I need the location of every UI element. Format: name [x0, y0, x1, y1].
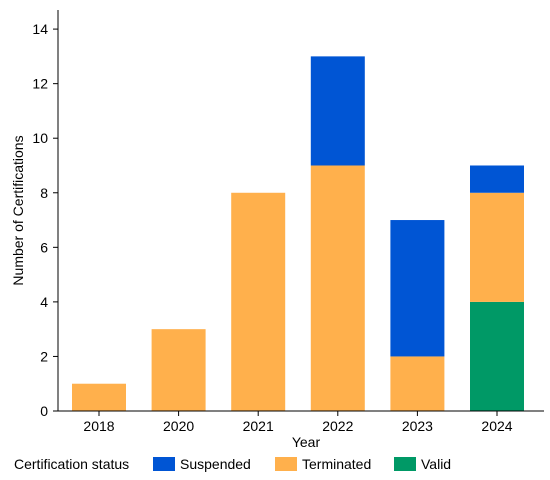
- bar-terminated-2022: [310, 165, 365, 411]
- bar-suspended-2023: [390, 220, 445, 357]
- legend-label-suspended: Suspended: [180, 456, 251, 472]
- bar-terminated-2023: [390, 356, 445, 411]
- legend-swatch-suspended: [153, 457, 175, 471]
- x-tick-label-2020: 2020: [163, 418, 194, 434]
- y-tick-label-4: 4: [40, 294, 48, 310]
- legend-swatch-valid: [394, 457, 416, 471]
- bar-terminated-2024: [470, 192, 524, 302]
- x-tick-label-2023: 2023: [402, 418, 433, 434]
- axes-layer: [57, 10, 544, 412]
- legend-label-valid: Valid: [421, 456, 451, 472]
- legend-swatch-terminated: [275, 457, 297, 471]
- legend: Certification status Suspended Terminated…: [14, 456, 451, 472]
- x-tick-label-2018: 2018: [83, 418, 114, 434]
- legend-label-terminated: Terminated: [302, 456, 371, 472]
- x-tick-label-2021: 2021: [243, 418, 274, 434]
- bars-layer: [72, 56, 524, 411]
- y-tick-label-10: 10: [32, 130, 48, 146]
- x-tick-label-2022: 2022: [322, 418, 353, 434]
- x-tick-label-2024: 2024: [481, 418, 512, 434]
- y-tick-label-6: 6: [40, 239, 48, 255]
- x-axis-title: Year: [292, 434, 321, 450]
- y-tick-label-12: 12: [32, 76, 48, 92]
- bar-terminated-2020: [151, 329, 206, 411]
- y-tick-label-14: 14: [32, 21, 48, 37]
- y-tick-label-0: 0: [40, 403, 48, 419]
- y-tick-label-8: 8: [40, 185, 48, 201]
- bar-terminated-2018: [72, 383, 126, 411]
- bar-suspended-2022: [310, 56, 365, 166]
- y-axis-ticks: 0 2 4 6 8 10 12 14: [32, 21, 58, 419]
- x-axis-ticks: 2018 2020 2021 2022 2023 2024: [83, 411, 513, 434]
- bar-terminated-2021: [231, 192, 286, 411]
- y-axis-title: Number of Certifications: [10, 135, 26, 285]
- legend-title: Certification status: [14, 456, 129, 472]
- y-tick-label-2: 2: [40, 348, 48, 364]
- bar-suspended-2024: [470, 165, 524, 193]
- bar-valid-2024: [470, 301, 524, 411]
